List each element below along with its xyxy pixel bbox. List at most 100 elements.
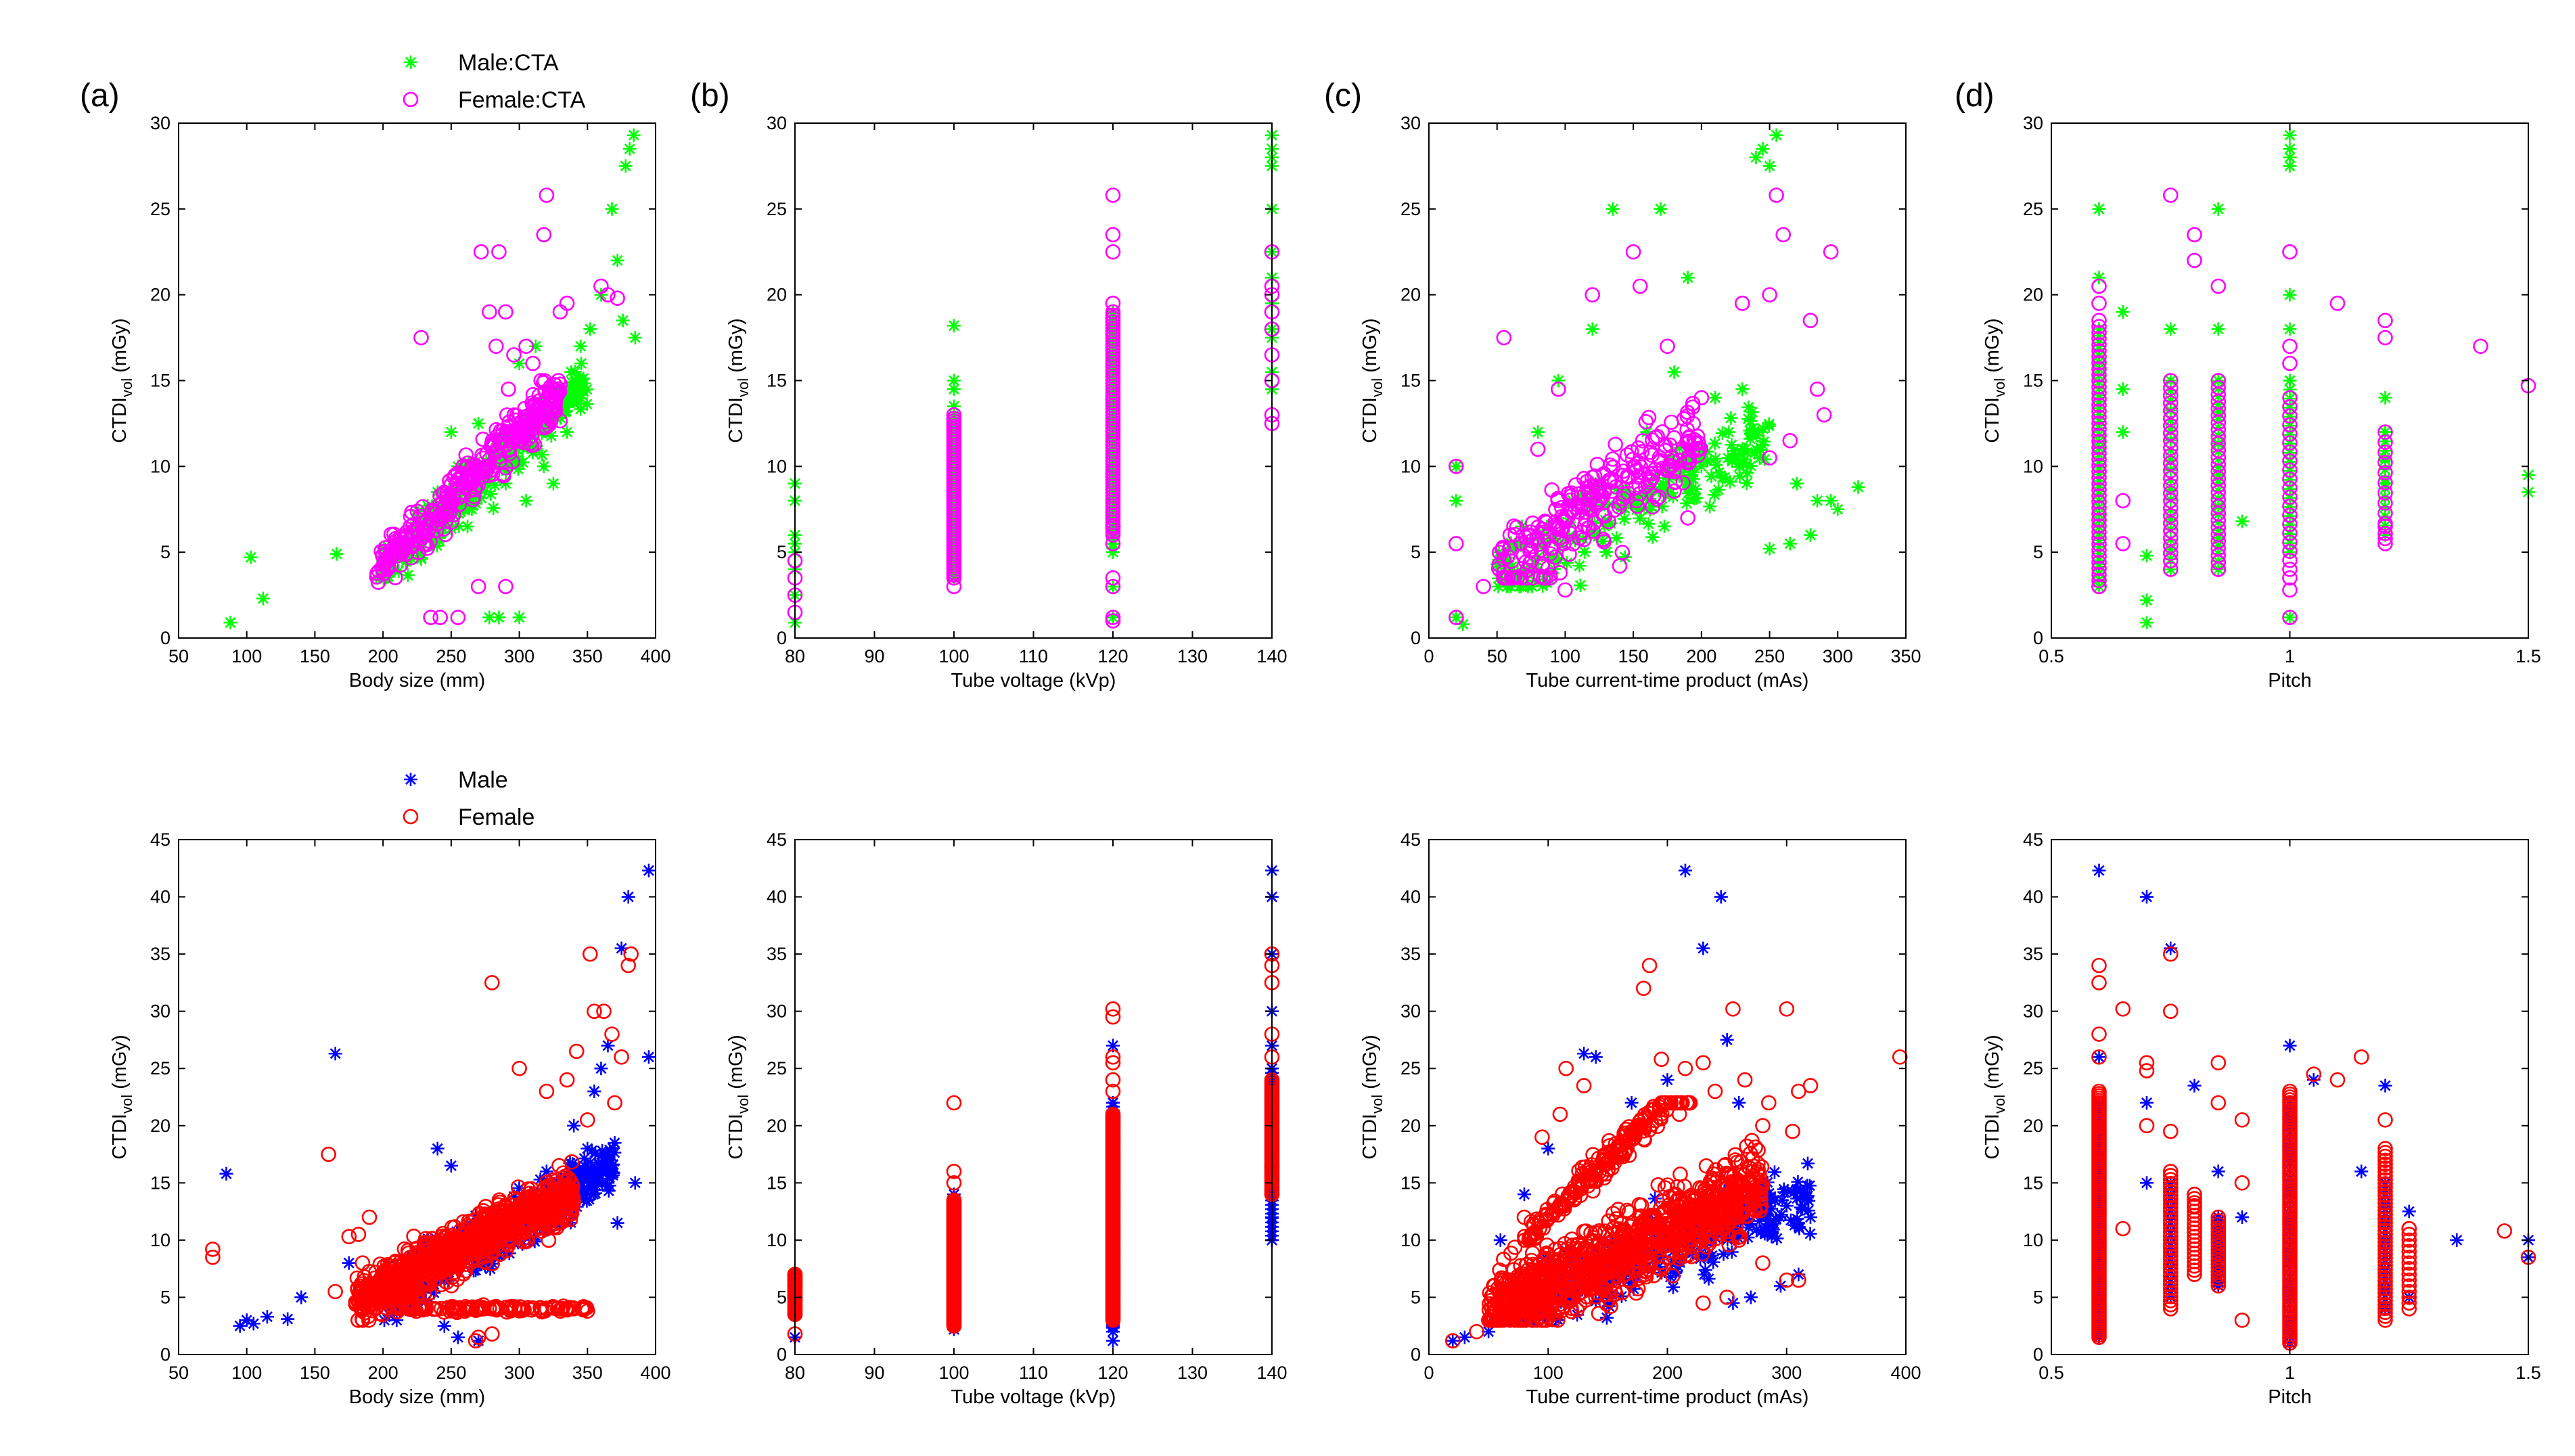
data-point-circle <box>1615 491 1631 507</box>
data-point-circle <box>1547 549 1563 565</box>
data-point-star <box>528 339 543 353</box>
data-point-star <box>614 941 629 955</box>
y-tick-label: 15 <box>767 1173 787 1193</box>
data-point-circle <box>2091 325 2107 340</box>
data-point-star <box>1106 610 1120 624</box>
data-point-circle <box>1680 510 1695 526</box>
data-point-star <box>465 502 479 516</box>
data-point-circle <box>600 287 616 303</box>
data-point-star <box>2283 527 2297 541</box>
data-point-star <box>2283 509 2297 523</box>
data-point-circle <box>1651 489 1667 505</box>
data-point-circle <box>1507 526 1523 543</box>
axes-frame <box>794 839 1273 1355</box>
data-point-circle <box>533 373 549 388</box>
data-point-star <box>1599 545 1614 559</box>
data-point-circle <box>2091 348 2107 365</box>
data-point-circle <box>1645 470 1660 485</box>
data-point-circle <box>2163 485 2179 501</box>
data-point-circle <box>2377 526 2393 541</box>
data-point-star <box>1741 1221 1756 1235</box>
panel-bottom-0: 50 100 150 200 250 300 350 40005101520253035404… <box>109 829 671 1408</box>
data-point-circle <box>375 562 391 577</box>
data-point-star <box>1536 579 1549 593</box>
data-point-star <box>1551 373 1566 388</box>
data-point-star <box>588 1146 602 1160</box>
x-tick-label: 90 <box>864 1363 884 1383</box>
data-point-star <box>1720 1032 1734 1047</box>
data-point-star <box>1664 1270 1678 1284</box>
data-point-star <box>2283 419 2297 433</box>
data-point-circle <box>2091 470 2107 486</box>
data-point-star <box>1744 459 1758 473</box>
data-point-star <box>585 1164 599 1178</box>
data-point-star <box>1634 501 1648 516</box>
data-point-circle <box>374 560 390 576</box>
data-point-star <box>2164 322 2178 336</box>
data-point-star <box>2211 468 2225 482</box>
data-point-circle <box>1538 570 1553 586</box>
data-point-star <box>589 1170 603 1184</box>
data-point-circle <box>1649 491 1665 507</box>
data-point-star <box>1449 494 1463 508</box>
data-point-circle <box>2163 523 2179 539</box>
data-point-circle <box>432 610 449 625</box>
data-point-circle <box>2091 319 2107 335</box>
data-point-circle <box>392 1281 409 1297</box>
data-point-circle <box>2091 373 2107 389</box>
data-point-star <box>2164 473 2178 487</box>
data-point-star <box>2211 539 2225 553</box>
data-point-star <box>608 1136 622 1150</box>
data-point-star <box>601 1039 615 1053</box>
data-point-circle <box>1589 457 1605 472</box>
data-point-circle <box>388 532 405 549</box>
data-point-star <box>1658 519 1672 533</box>
data-point-circle <box>516 427 532 442</box>
data-point-circle <box>506 347 522 363</box>
data-point-star <box>602 1179 616 1193</box>
data-point-star <box>1681 486 1695 501</box>
data-point-star <box>429 529 443 543</box>
data-point-circle <box>1624 444 1639 460</box>
data-point-star <box>1610 531 1624 545</box>
data-point-star <box>1732 459 1746 474</box>
data-point-circle <box>534 1209 551 1225</box>
data-point-circle <box>2091 451 2107 468</box>
data-point-star <box>2116 382 2130 396</box>
data-point-circle <box>1638 413 1654 430</box>
data-point-star <box>616 313 630 327</box>
data-point-star <box>1686 472 1700 486</box>
data-point-star <box>1618 483 1633 497</box>
data-point-star <box>1783 537 1797 551</box>
data-point-star <box>563 1156 577 1170</box>
data-point-circle <box>442 1303 457 1319</box>
data-point-star <box>491 447 505 461</box>
y-tick-label: 35 <box>767 944 787 964</box>
data-point-circle <box>1625 244 1641 260</box>
data-point-circle <box>1585 523 1601 539</box>
data-point-circle <box>1562 546 1577 562</box>
data-point-star <box>1615 497 1629 511</box>
data-point-circle <box>539 1174 555 1190</box>
data-point-circle <box>2282 435 2298 451</box>
data-point-star <box>580 1141 595 1156</box>
data-point-star <box>1693 453 1708 467</box>
data-point-star <box>947 382 961 396</box>
data-point-star <box>1734 447 1748 461</box>
data-point-circle <box>459 1302 476 1317</box>
data-point-star <box>567 1118 581 1133</box>
data-point-circle <box>1584 490 1600 506</box>
data-point-star <box>566 1157 580 1171</box>
data-point-circle <box>439 1255 455 1271</box>
data-point-circle <box>438 1229 455 1246</box>
x-axis-label: Body size (mm) <box>349 670 485 691</box>
data-point-circle <box>501 381 516 397</box>
data-point-circle <box>2163 417 2179 434</box>
data-point-star <box>244 550 258 564</box>
data-point-star <box>1645 500 1659 514</box>
data-point-circle <box>484 1326 500 1342</box>
data-point-star <box>1559 555 1574 570</box>
x-tick-label: 50 <box>168 646 189 666</box>
data-point-circle <box>2282 244 2298 260</box>
data-point-circle <box>1619 447 1635 463</box>
